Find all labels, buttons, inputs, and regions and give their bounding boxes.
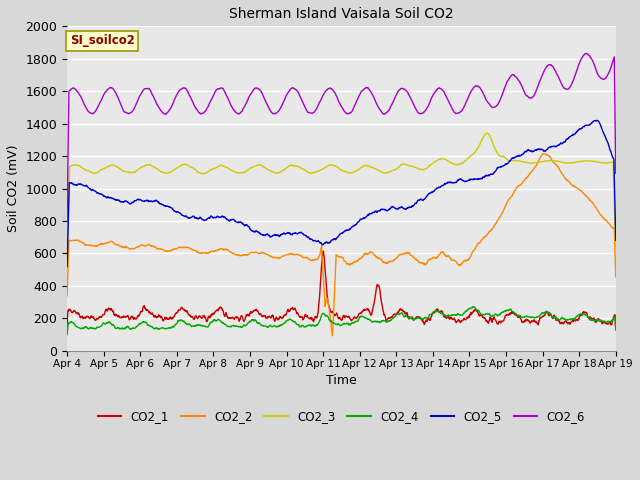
CO2_3 — [63, 251, 71, 256]
CO2_1 — [63, 324, 71, 330]
CO2_1 — [317, 270, 325, 276]
CO2_4 — [128, 325, 136, 331]
CO2_5 — [593, 118, 600, 123]
CO2_6 — [128, 109, 136, 115]
Line: CO2_3: CO2_3 — [67, 133, 616, 253]
CO2_5 — [296, 230, 304, 236]
CO2_2 — [612, 274, 620, 280]
CO2_6 — [376, 106, 383, 111]
CO2_6 — [612, 170, 620, 176]
CO2_6 — [63, 218, 71, 224]
CO2_5 — [63, 264, 71, 270]
CO2_4 — [63, 332, 71, 337]
CO2_3 — [612, 247, 620, 253]
CO2_2 — [63, 293, 71, 299]
CO2_4 — [106, 320, 113, 325]
CO2_2 — [317, 245, 325, 251]
CO2_6 — [583, 51, 591, 57]
CO2_2 — [540, 151, 547, 156]
CO2_1 — [307, 315, 315, 321]
Line: CO2_6: CO2_6 — [67, 54, 616, 221]
CO2_6 — [106, 85, 113, 91]
CO2_2 — [296, 252, 304, 258]
CO2_3 — [307, 170, 315, 176]
CO2_4 — [307, 323, 315, 329]
CO2_2 — [307, 258, 315, 264]
CO2_5 — [307, 236, 315, 242]
Legend: CO2_1, CO2_2, CO2_3, CO2_4, CO2_5, CO2_6: CO2_1, CO2_2, CO2_3, CO2_4, CO2_5, CO2_6 — [93, 406, 590, 428]
CO2_6 — [296, 93, 304, 99]
CO2_4 — [317, 314, 325, 320]
CO2_4 — [612, 326, 620, 332]
Line: CO2_5: CO2_5 — [67, 120, 616, 267]
CO2_3 — [317, 167, 325, 172]
CO2_5 — [376, 208, 383, 214]
CO2_5 — [612, 238, 620, 243]
CO2_1 — [296, 314, 304, 320]
CO2_6 — [307, 110, 315, 116]
CO2_3 — [376, 168, 383, 174]
Line: CO2_2: CO2_2 — [67, 154, 616, 336]
CO2_2 — [328, 333, 336, 339]
CO2_5 — [106, 195, 113, 201]
CO2_3 — [483, 130, 491, 136]
CO2_4 — [296, 324, 304, 330]
X-axis label: Time: Time — [326, 374, 356, 387]
CO2_5 — [128, 200, 136, 206]
CO2_4 — [470, 304, 478, 310]
Y-axis label: Soil CO2 (mV): Soil CO2 (mV) — [7, 145, 20, 232]
CO2_2 — [128, 246, 136, 252]
Text: SI_soilco2: SI_soilco2 — [70, 35, 134, 48]
CO2_3 — [128, 169, 136, 175]
Line: CO2_1: CO2_1 — [67, 251, 616, 330]
CO2_1 — [106, 307, 113, 312]
CO2_5 — [317, 240, 325, 246]
CO2_1 — [128, 313, 136, 319]
CO2_1 — [376, 287, 383, 292]
CO2_1 — [612, 327, 620, 333]
CO2_1 — [319, 248, 327, 254]
CO2_6 — [317, 96, 325, 102]
CO2_4 — [376, 319, 383, 324]
CO2_3 — [106, 163, 113, 169]
Title: Sherman Island Vaisala Soil CO2: Sherman Island Vaisala Soil CO2 — [229, 7, 454, 21]
CO2_2 — [106, 239, 113, 245]
CO2_2 — [376, 255, 383, 261]
CO2_3 — [296, 165, 304, 170]
Line: CO2_4: CO2_4 — [67, 307, 616, 335]
